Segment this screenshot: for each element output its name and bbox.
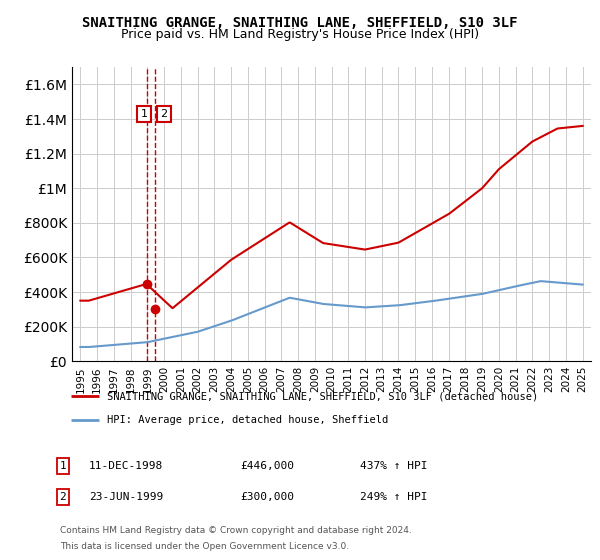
Text: 1: 1	[140, 109, 148, 119]
Text: £300,000: £300,000	[240, 492, 294, 502]
Text: 2: 2	[160, 109, 167, 119]
Text: Price paid vs. HM Land Registry's House Price Index (HPI): Price paid vs. HM Land Registry's House …	[121, 28, 479, 41]
Text: 249% ↑ HPI: 249% ↑ HPI	[360, 492, 427, 502]
Text: SNAITHING GRANGE, SNAITHING LANE, SHEFFIELD, S10 3LF: SNAITHING GRANGE, SNAITHING LANE, SHEFFI…	[82, 16, 518, 30]
Text: This data is licensed under the Open Government Licence v3.0.: This data is licensed under the Open Gov…	[60, 542, 349, 550]
Text: 437% ↑ HPI: 437% ↑ HPI	[360, 461, 427, 471]
Text: HPI: Average price, detached house, Sheffield: HPI: Average price, detached house, Shef…	[107, 415, 389, 425]
Text: 1: 1	[59, 461, 67, 471]
Text: Contains HM Land Registry data © Crown copyright and database right 2024.: Contains HM Land Registry data © Crown c…	[60, 526, 412, 535]
Text: £446,000: £446,000	[240, 461, 294, 471]
Text: 11-DEC-1998: 11-DEC-1998	[89, 461, 163, 471]
Text: 2: 2	[59, 492, 67, 502]
Text: SNAITHING GRANGE, SNAITHING LANE, SHEFFIELD, S10 3LF (detached house): SNAITHING GRANGE, SNAITHING LANE, SHEFFI…	[107, 391, 539, 402]
Text: 23-JUN-1999: 23-JUN-1999	[89, 492, 163, 502]
